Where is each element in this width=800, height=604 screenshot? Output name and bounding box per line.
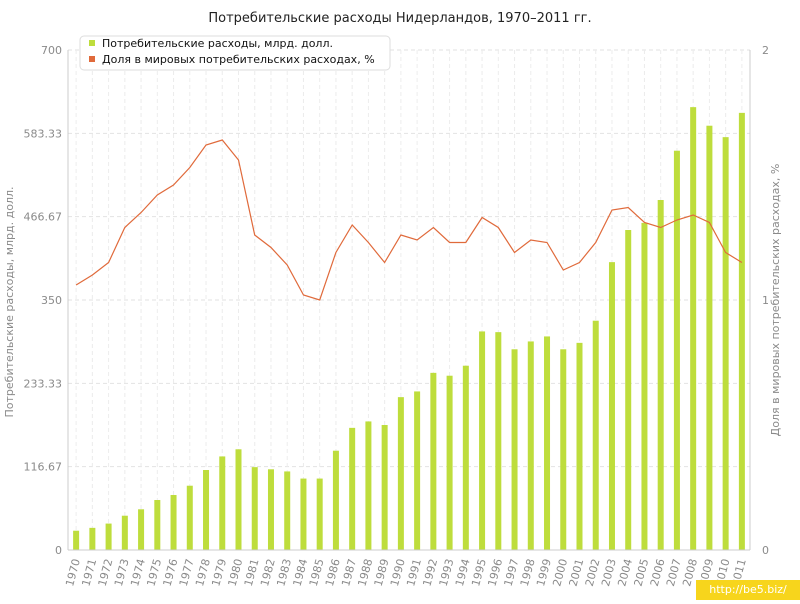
bar <box>89 527 96 550</box>
grid <box>68 49 750 550</box>
bar <box>219 456 226 550</box>
bar <box>657 200 664 550</box>
watermark-link[interactable]: http://be5.biz/ <box>696 580 800 600</box>
bar <box>105 523 112 550</box>
bar <box>511 349 518 550</box>
bar <box>527 341 534 550</box>
bar <box>641 222 648 550</box>
y-tick-label: 350 <box>41 294 62 307</box>
legend-label-bars: Потребительские расходы, млрд. долл. <box>102 37 333 50</box>
bar <box>365 421 372 550</box>
bar <box>592 320 599 550</box>
bar <box>462 365 469 550</box>
bar <box>235 449 242 550</box>
y-tick-label: 0 <box>55 544 62 557</box>
bar <box>706 125 713 550</box>
bar <box>316 478 323 550</box>
y-tick-label: 583.33 <box>24 127 63 140</box>
legend-swatch-line <box>89 56 95 62</box>
bar <box>673 150 680 550</box>
bar-series <box>73 107 745 551</box>
legend-swatch-bars <box>89 40 95 46</box>
bar <box>738 112 745 550</box>
bar <box>186 485 193 550</box>
legend-box <box>79 35 391 71</box>
bar <box>332 450 339 550</box>
bar <box>544 336 551 550</box>
chart-title: Потребительские расходы Нидерландов, 197… <box>208 11 591 26</box>
y-axis-title: Потребительские расходы, млрд. долл. <box>3 187 16 418</box>
bar <box>414 391 421 550</box>
legend-label-line: Доля в мировых потребительских расходах,… <box>102 53 375 66</box>
bar <box>73 530 80 550</box>
y2-axis-title: Доля в мировых потребительских расходах,… <box>769 164 782 437</box>
bar <box>284 471 291 550</box>
bar <box>154 500 161 550</box>
bar <box>625 230 632 550</box>
bar <box>479 331 486 550</box>
bar <box>300 478 307 550</box>
bar <box>170 495 177 550</box>
line-series-path <box>75 139 743 301</box>
bar <box>690 107 697 551</box>
bar <box>381 425 388 550</box>
bar <box>251 467 258 550</box>
bar <box>121 515 128 550</box>
line-series <box>75 139 743 301</box>
y-tick-label: 466.67 <box>24 211 63 224</box>
y2-tick-label: 2 <box>762 44 769 57</box>
axes: 0116.67233.33350466.67583.33700012197019… <box>24 44 770 588</box>
bar <box>560 349 567 550</box>
y2-tick-label: 0 <box>762 544 769 557</box>
bar <box>495 332 502 550</box>
y-tick-label: 700 <box>41 44 62 57</box>
y2-tick-label: 1 <box>762 294 769 307</box>
bar <box>349 427 356 550</box>
bar <box>430 372 437 550</box>
legend: Потребительские расходы, млрд. долл. Дол… <box>79 35 391 71</box>
bar <box>267 469 274 550</box>
bar <box>446 375 453 550</box>
bar <box>397 397 404 550</box>
bar <box>138 509 145 550</box>
bar <box>203 470 210 550</box>
bar <box>722 137 729 550</box>
y-tick-label: 233.33 <box>24 377 63 390</box>
bar <box>576 342 583 550</box>
y-tick-label: 116.67 <box>24 461 63 474</box>
bar <box>608 262 615 550</box>
